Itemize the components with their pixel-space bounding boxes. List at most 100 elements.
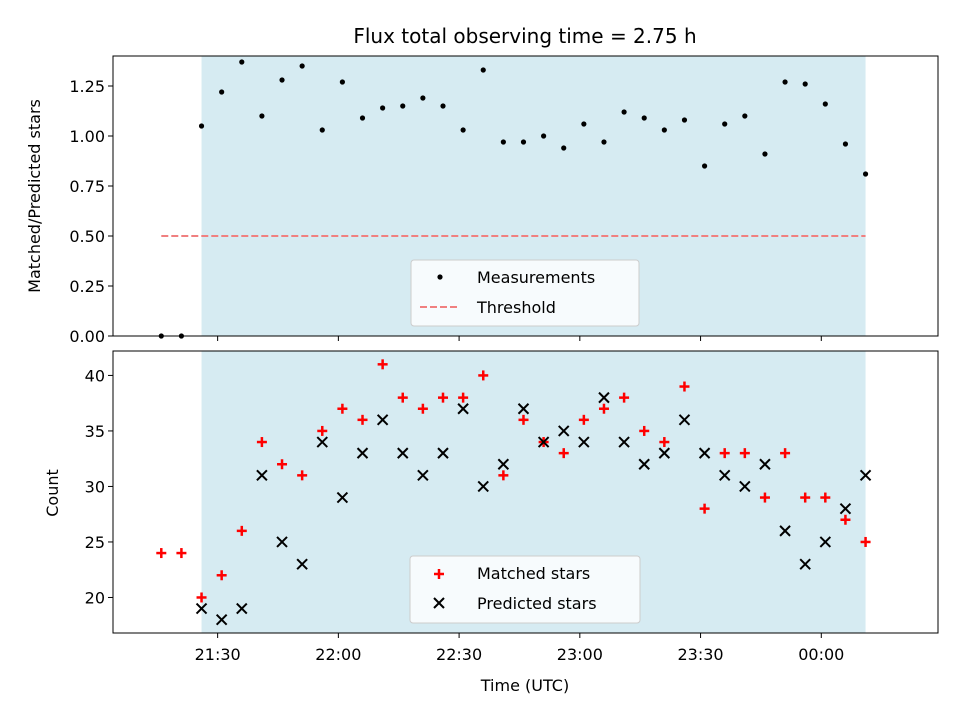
predicted-stars-point: [296, 558, 308, 570]
matched-stars-point: [216, 570, 227, 581]
predicted-stars-point: [276, 536, 288, 548]
measurement-point: [319, 127, 325, 133]
predicted-stars-point: [336, 491, 349, 504]
y-tick-label: 0.50: [69, 227, 105, 246]
predicted-stars-point: [719, 469, 731, 482]
measurement-point: [339, 79, 345, 85]
matched-stars-point: [357, 414, 368, 425]
x-tick-label: 23:30: [678, 645, 724, 664]
matched-stars-point: [498, 470, 509, 481]
measurement-point: [239, 59, 245, 65]
matched-stars-point: [639, 425, 650, 436]
y-tick-label: 0.25: [69, 277, 105, 296]
y-tick-label: 25: [85, 533, 105, 552]
measurement-point: [400, 103, 406, 109]
measurement-point: [601, 139, 607, 145]
top-panel: 0.00 0.25 0.50 0.75 1.00 1.25 Flux total obse…: [25, 24, 939, 346]
matched-stars-point: [478, 370, 489, 381]
matched-stars-point: [518, 414, 529, 425]
legend-matched-label: Matched stars: [477, 564, 590, 583]
matched-stars-point: [417, 403, 428, 414]
x-tick-label: 22:00: [315, 645, 361, 664]
bottom-plot-frame: [112, 350, 939, 634]
bottom-y-axis-label: Count: [43, 469, 62, 517]
measurement-point: [581, 121, 587, 127]
measurement-point: [359, 115, 366, 121]
predicted-stars-point: [859, 469, 872, 482]
measurement-point: [782, 79, 788, 85]
x-tick-label: 22:30: [436, 645, 482, 664]
measurement-point: [480, 67, 486, 73]
matched-stars-point: [297, 470, 308, 481]
matched-stars-point: [438, 392, 448, 403]
measurement-point: [440, 103, 446, 109]
matched-stars-point: [719, 448, 730, 459]
legend-predicted-marker: [433, 597, 445, 609]
legend-measurements-marker: [437, 274, 443, 280]
x-tick-label: 21:30: [195, 645, 241, 664]
matched-stars-point: [820, 492, 831, 503]
measurement-point: [621, 109, 627, 115]
predicted-stars-point: [316, 436, 328, 448]
top-x-axis: [217, 336, 822, 341]
predicted-stars-point: [497, 458, 510, 470]
y-tick-label: 0.75: [69, 177, 105, 196]
predicted-stars-point: [457, 403, 469, 415]
top-y-axis-label: Matched/Predicted stars: [25, 99, 44, 293]
y-tick-label: 1.25: [69, 77, 105, 96]
matched-stars-point: [558, 448, 569, 459]
top-plot-frame: [112, 55, 939, 337]
top-legend-box: [410, 259, 640, 327]
y-tick-label: 1.00: [69, 127, 105, 146]
measurement-point: [822, 101, 828, 107]
legend-predicted-label: Predicted stars: [477, 594, 597, 613]
y-tick-label: 0.00: [69, 327, 105, 346]
predicted-stars-point: [839, 502, 852, 515]
bottom-x-axis: 21:30 22:00 22:30 23:00 23:30 00:00: [195, 633, 844, 664]
bottom-plot-marks: [156, 359, 872, 626]
measurement-point: [802, 81, 808, 87]
matched-stars-point: [759, 492, 770, 503]
predicted-stars-point: [638, 458, 650, 470]
predicted-stars-point: [598, 391, 610, 404]
bottom-legend: Matched stars Predicted stars: [409, 555, 641, 624]
y-tick-label: 40: [85, 366, 105, 385]
x-tick-label: 23:00: [557, 645, 603, 664]
top-y-axis: 0.00 0.25 0.50 0.75 1.00 1.25: [69, 77, 113, 346]
predicted-stars-point: [517, 403, 530, 415]
matched-stars-point: [739, 448, 750, 459]
predicted-stars-point: [799, 558, 811, 570]
predicted-stars-point: [195, 602, 208, 615]
predicted-stars-point: [658, 447, 671, 459]
measurement-point: [380, 105, 386, 111]
x-tick-label: 00:00: [798, 645, 844, 664]
matched-stars-point: [780, 448, 791, 459]
predicted-stars-point: [678, 414, 691, 426]
measurement-point: [198, 123, 205, 129]
measurement-point: [500, 139, 506, 145]
predicted-stars-point: [698, 447, 711, 459]
legend-matched-marker: [434, 569, 444, 579]
measurement-point: [520, 139, 527, 145]
matched-stars-point: [337, 403, 348, 414]
predicted-stars-point: [739, 480, 751, 493]
matched-stars-point: [659, 437, 670, 448]
measurement-point: [681, 117, 688, 123]
predicted-stars-point: [356, 447, 369, 459]
matched-stars-point: [256, 437, 267, 448]
measurement-point: [219, 89, 225, 95]
matched-stars-point: [176, 548, 187, 559]
y-tick-label: 30: [85, 477, 105, 496]
legend-measurements-label: Measurements: [477, 268, 595, 287]
matched-stars-point: [317, 425, 328, 436]
predicted-stars-point: [417, 469, 429, 482]
measurement-point: [279, 77, 285, 83]
matched-stars-point: [619, 392, 630, 403]
predicted-stars-point: [558, 425, 570, 437]
predicted-stars-point: [779, 525, 791, 537]
x-axis-label: Time (UTC): [480, 676, 569, 695]
matched-stars-point: [578, 414, 589, 425]
measurement-point: [661, 127, 667, 133]
matched-stars-point: [699, 503, 710, 514]
top-chart-title: Flux total observing time = 2.75 h: [353, 24, 696, 48]
